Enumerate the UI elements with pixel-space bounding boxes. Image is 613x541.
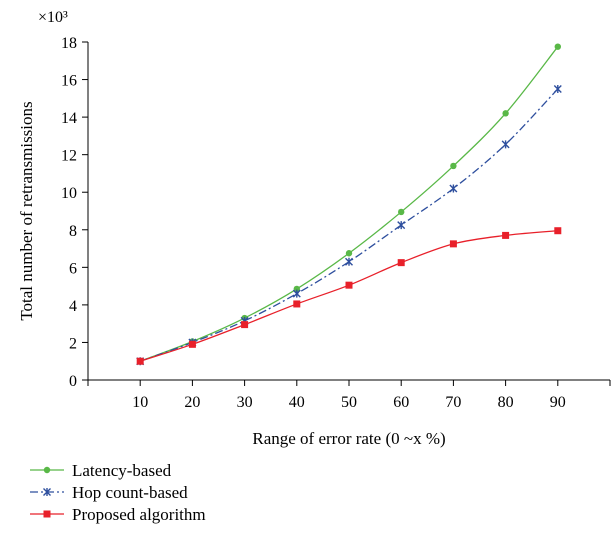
y-axis-label: Total number of retransmissions	[17, 101, 36, 320]
series-latency-based	[137, 43, 561, 365]
data-point-hop-count-based	[501, 140, 510, 149]
data-point-proposed-algorithm	[554, 227, 562, 235]
series-proposed-algorithm	[136, 227, 562, 365]
data-point-hop-count-based	[553, 84, 562, 93]
data-point-hop-count-based	[345, 257, 353, 266]
chart-axes	[87, 42, 610, 381]
data-point-proposed-algorithm	[136, 357, 144, 365]
legend-item-proposed-algorithm: Proposed algorithm	[30, 505, 206, 524]
x-tick-label: 10	[132, 394, 148, 411]
data-point-latency-based	[293, 285, 300, 293]
y-tick-label: 12	[61, 148, 77, 165]
x-tick-label: 20	[184, 394, 200, 411]
x-tick-label: 50	[341, 394, 357, 411]
legend-marker-latency-based	[43, 466, 51, 474]
data-point-hop-count-based	[449, 184, 458, 193]
data-point-hop-count-based	[292, 289, 301, 298]
x-tick-label: 60	[393, 394, 409, 411]
y-axis-multiplier: ×10³	[38, 9, 68, 26]
legend-label-latency-based: Latency-based	[72, 461, 172, 480]
series-hop-count-based	[136, 84, 562, 366]
data-point-latency-based	[345, 250, 353, 257]
data-point-latency-based	[554, 43, 561, 50]
legend-marker-hop-count-based	[43, 488, 51, 496]
data-point-proposed-algorithm	[293, 300, 301, 308]
data-point-proposed-algorithm	[502, 231, 510, 239]
chart-ticks: 0 2 4 6 8 10 12 14 16 18 10 20 30 40 50 60 70 80 90	[61, 35, 611, 411]
data-point-proposed-algorithm	[241, 321, 249, 329]
y-tick-label: 2	[69, 335, 77, 352]
x-tick-label: 40	[289, 394, 305, 411]
data-point-proposed-algorithm	[397, 259, 405, 267]
x-tick-label: 90	[550, 394, 566, 411]
series-line-latency-based	[139, 46, 559, 362]
x-axis-label: Range of error rate (0 ~x %)	[252, 429, 445, 448]
legend-label-proposed-algorithm: Proposed algorithm	[72, 505, 206, 524]
x-tick-label: 70	[445, 394, 461, 411]
data-point-latency-based	[502, 110, 509, 117]
legend-item-latency-based: Latency-based	[30, 461, 172, 480]
y-tick-label: 18	[61, 35, 77, 52]
data-point-latency-based	[450, 162, 457, 170]
series-line-hop-count-based	[139, 88, 559, 362]
data-point-proposed-algorithm	[449, 240, 457, 248]
legend-label-hop-count-based: Hop count-based	[72, 483, 188, 502]
y-tick-label: 8	[69, 223, 77, 240]
data-point-proposed-algorithm	[345, 281, 353, 289]
data-point-hop-count-based	[397, 221, 406, 230]
chart-series	[136, 43, 562, 366]
y-tick-label: 4	[69, 298, 77, 315]
chart-legend: Latency-based Hop count-based Proposed alg…	[30, 461, 206, 524]
y-tick-label: 6	[69, 260, 77, 277]
y-tick-label: 14	[61, 110, 77, 127]
y-tick-label: 0	[69, 373, 77, 390]
legend-item-hop-count-based: Hop count-based	[30, 483, 188, 502]
data-point-proposed-algorithm	[188, 340, 196, 348]
y-tick-label: 10	[61, 185, 77, 202]
x-tick-label: 30	[237, 394, 253, 411]
x-tick-label: 80	[498, 394, 514, 411]
legend-marker-proposed-algorithm	[43, 510, 51, 518]
y-tick-label: 16	[61, 73, 77, 90]
data-point-latency-based	[398, 208, 405, 216]
